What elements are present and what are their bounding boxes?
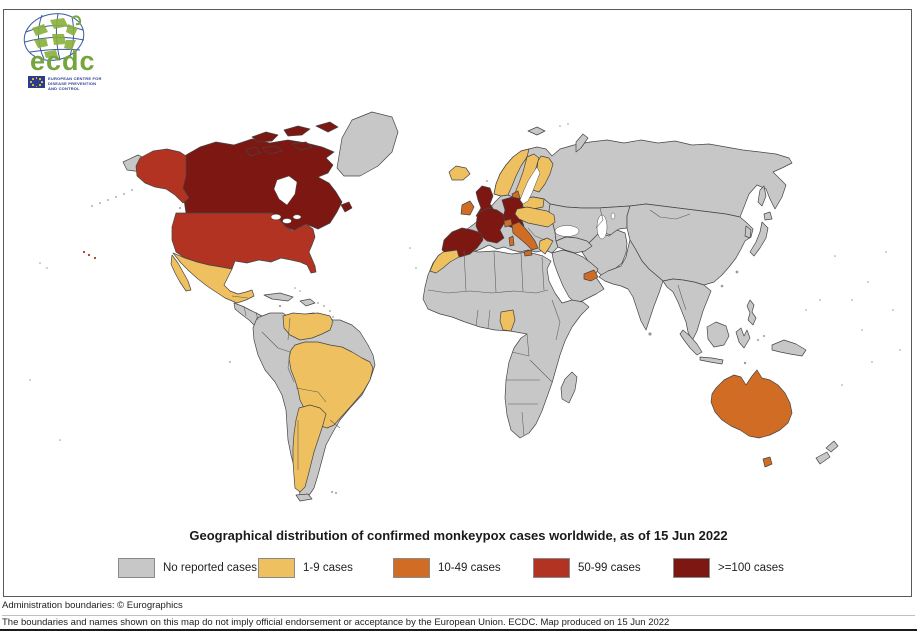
java [699,356,724,365]
country-mexico-baja [170,254,192,292]
eu-flag-icon [28,76,45,88]
legend-label: >=100 cases [718,562,784,574]
sakhalin [757,185,767,207]
indochina [662,278,712,342]
legend-item-10-49: 10-49 cases [393,558,501,578]
baltic-sea [519,166,541,205]
canada-arctic-island-6 [245,146,261,157]
country-finland [532,155,554,193]
canada-arctic-island-4 [261,145,283,155]
borneo [706,321,730,348]
legend-swatch-50-99 [533,558,570,578]
legend-label: 50-99 cases [578,562,641,574]
japan [749,221,769,257]
legend-label: No reported cases [163,562,257,574]
canada-arctic-island-2 [283,125,311,137]
cuba [263,292,294,302]
reporting-countries [82,121,793,493]
map-title: Geographical distribution of confirmed m… [189,528,728,543]
legend-label: 1-9 cases [303,562,353,574]
madagascar [560,371,578,404]
caspian-sea [596,214,608,240]
usa-hawaii [93,256,97,260]
country-borders [231,207,691,470]
great-lake [270,213,282,221]
country-argentina [292,404,327,493]
country-ghana [499,309,516,332]
country-italy [511,221,539,251]
canada-arctic-island-5 [291,141,313,151]
ecdc-wordmark: ecdc [30,46,96,76]
country-ireland [460,200,475,216]
legend-swatch-1-9 [258,558,295,578]
great-lake [282,218,292,224]
footer-disclaimer: The boundaries and names shown on this m… [2,615,915,628]
countries-czechia-austria-hungary-romania [514,206,556,228]
country-norway [493,148,530,197]
sumatra [679,329,703,356]
hokkaido [763,211,773,221]
new-zealand-south [815,451,831,465]
country-morocco [429,249,460,274]
canada-arctic-island-3 [315,121,339,133]
globe-icon [23,13,85,61]
australia-tasmania [762,456,773,468]
svalbard [527,126,546,136]
small-islands [29,123,901,494]
hudson-bay [273,175,298,206]
country-france [475,207,506,244]
turkey [555,236,593,254]
black-sea [554,225,580,237]
ecdc-org-name: EUROPEAN CENTRE FOR DISEASE PREVENTION A… [48,76,102,91]
bottom-rule [0,629,917,631]
country-greece [538,237,554,255]
country-iceland [448,165,471,181]
legend-item-no-cases: No reported cases [118,558,257,578]
canada-arctic-island-1 [251,131,279,143]
legend-item-100plus: >=100 cases [673,558,784,578]
great-lake [292,214,302,220]
legend-item-1-9: 1-9 cases [258,558,353,578]
hispaniola [299,298,316,307]
country-australia [710,369,793,439]
italy-sardinia [508,235,515,247]
country-usa-alaska [135,148,190,204]
legend-swatch-10-49 [393,558,430,578]
usa-hawaii [82,250,86,254]
ecdc-logo: ecdc EUROPEAN CENTRE FOR DISEASE PREVENT… [16,12,136,91]
new-zealand-north [825,440,839,453]
legend: No reported cases 1-9 cases 10-49 cases … [0,558,917,584]
legend-item-50-99: 50-99 cases [533,558,641,578]
new-guinea [771,339,807,357]
country-uae [583,269,599,282]
country-mexico [172,252,255,304]
italy-sicily [523,249,533,257]
usa-hawaii [87,253,91,257]
country-greenland [336,111,399,177]
arabia [551,249,605,305]
sulawesi [735,327,751,349]
aral-sea [610,212,616,220]
country-venezuela [282,312,334,341]
novaya-zemlya [575,133,589,153]
legend-swatch-no-cases [118,558,155,578]
africa [422,248,590,439]
footer-admin-boundaries: Administration boundaries: © Eurographic… [2,600,183,611]
korea [744,225,752,239]
tierra-del-fuego [295,493,313,502]
country-canada-newfoundland [340,201,353,213]
legend-swatch-100plus [673,558,710,578]
philippines [746,299,757,326]
inland-water [270,166,616,240]
legend-label: 10-49 cases [438,562,501,574]
